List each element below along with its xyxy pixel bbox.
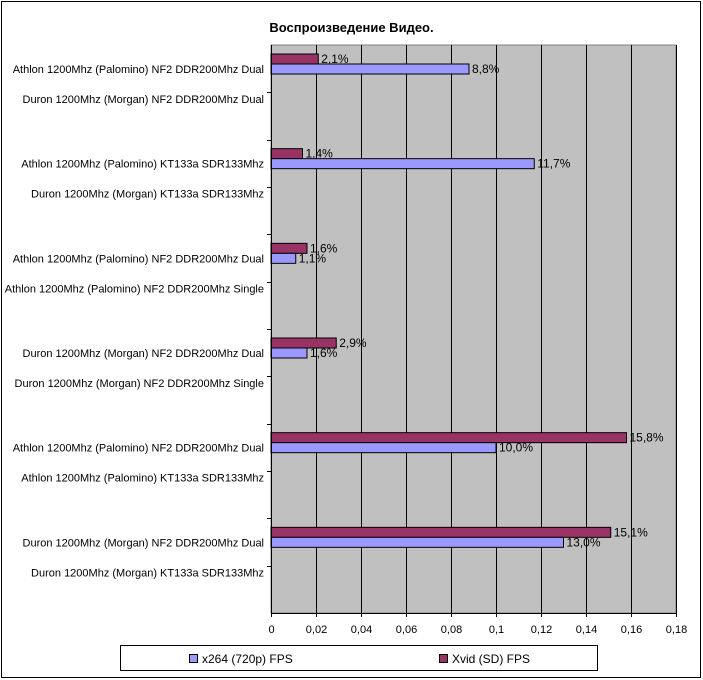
data-label-xvid: 1,6% (310, 241, 338, 255)
legend-item-x264: x264 (720p) FPS (189, 652, 293, 666)
category-label: Athlon 1200Mhz (Palomino) KT133a SDR133M… (21, 473, 264, 485)
data-label-x264: 10,0% (499, 441, 533, 455)
data-label-xvid: 15,8% (630, 431, 664, 445)
category-label: Athlon 1200Mhz (Palomino) NF2 DDR200Mhz … (13, 443, 264, 455)
bar-xvid (270, 432, 627, 444)
data-label-x264: 1,6% (310, 346, 338, 360)
legend: x264 (720p) FPS Xvid (SD) FPS (120, 645, 598, 671)
category-label: Athlon 1200Mhz (Palomino) NF2 DDR200Mhz … (13, 64, 264, 76)
plot-area (270, 44, 677, 614)
x-tick-label: 0,18 (666, 624, 687, 636)
category-label: Duron 1200Mhz (Morgan) NF2 DDR200Mhz Sin… (15, 378, 264, 390)
legend-label-x264: x264 (720p) FPS (202, 652, 293, 666)
category-label: Duron 1200Mhz (Morgan) NF2 DDR200Mhz Dua… (23, 348, 264, 360)
category-label: Duron 1200Mhz (Morgan) NF2 DDR200Mhz Dua… (23, 537, 264, 549)
x-tick-label: 0,02 (306, 624, 327, 636)
x-tick-label: 0,12 (531, 624, 552, 636)
x-tick-label: 0,04 (351, 624, 372, 636)
data-label-x264: 11,7% (537, 157, 570, 171)
legend-swatch-xvid (439, 654, 448, 663)
data-label-xvid: 2,9% (339, 336, 367, 350)
category-label: Duron 1200Mhz (Morgan) KT133a SDR133Mhz (31, 567, 264, 579)
bar-x264 (270, 536, 564, 548)
x-tick-label: 0,06 (396, 624, 417, 636)
category-label: Duron 1200Mhz (Morgan) KT133a SDR133Mhz (31, 189, 264, 201)
x-tick-label: 0 (268, 624, 274, 636)
data-label-x264: 8,8% (472, 62, 500, 76)
bar-xvid (270, 148, 303, 160)
chart-title: Воспроизведение Видео. (269, 20, 434, 35)
category-label: Athlon 1200Mhz (Palomino) KT133a SDR133M… (21, 159, 264, 171)
x-tick-label: 0,16 (621, 624, 642, 636)
x-tick-label: 0,08 (441, 624, 462, 636)
bar-xvid (270, 526, 612, 538)
x-tick-label: 0,14 (576, 624, 597, 636)
bar-x264 (270, 158, 535, 170)
data-label-x264: 13,0% (567, 535, 601, 549)
x-tick-label: 0,1 (489, 624, 504, 636)
bar-x264 (270, 442, 497, 454)
category-label: Athlon 1200Mhz (Palomino) NF2 DDR200Mhz … (5, 283, 264, 295)
data-label-xvid: 15,1% (614, 525, 648, 539)
legend-label-xvid: Xvid (SD) FPS (452, 652, 531, 666)
legend-swatch-x264 (189, 654, 198, 663)
data-label-xvid: 1,4% (306, 147, 334, 161)
data-label-xvid: 2,1% (321, 52, 349, 66)
category-label: Duron 1200Mhz (Morgan) NF2 DDR200Mhz Dua… (23, 94, 264, 106)
data-label-x264: 1,1% (299, 251, 327, 265)
category-label: Athlon 1200Mhz (Palomino) NF2 DDR200Mhz … (13, 253, 264, 265)
legend-item-xvid: Xvid (SD) FPS (439, 652, 530, 666)
bar-xvid (270, 53, 319, 65)
bar-x264 (270, 252, 297, 264)
bar-x264 (270, 347, 308, 359)
bar-x264 (270, 63, 470, 75)
